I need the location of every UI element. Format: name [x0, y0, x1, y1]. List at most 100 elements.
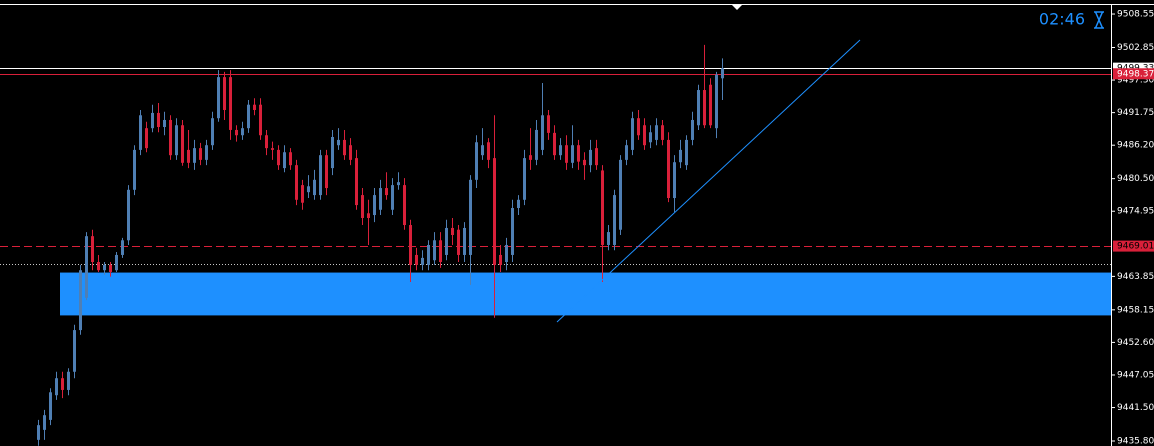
candle-body — [223, 77, 226, 110]
plot-area — [0, 39, 1111, 446]
candle-body — [457, 229, 460, 255]
candle-body — [265, 135, 268, 149]
candle-body — [355, 158, 358, 206]
candle-body — [43, 415, 46, 430]
candle-body — [103, 264, 106, 271]
candle-body — [559, 145, 562, 156]
hourglass-shape — [1094, 11, 1104, 29]
candle-body — [397, 182, 400, 186]
hourglass-icon — [1094, 11, 1104, 29]
candle-body — [241, 128, 244, 136]
candle-body — [517, 199, 520, 209]
candle-body — [475, 142, 478, 180]
candle-body — [715, 74, 718, 129]
candle-body — [583, 159, 586, 166]
candle-body — [619, 159, 622, 230]
candle-body — [181, 125, 184, 163]
candle-body — [289, 152, 292, 166]
candle-body — [127, 189, 130, 241]
candle-body — [343, 139, 346, 156]
candle-body — [661, 125, 664, 140]
candle-body — [673, 162, 676, 199]
candle-body — [325, 155, 328, 189]
candle-body — [415, 254, 418, 265]
candle-body — [667, 139, 670, 199]
candle-body — [505, 244, 508, 263]
candle-body — [625, 145, 628, 160]
candle-body — [205, 145, 208, 160]
candle-body — [511, 208, 514, 255]
candle-body — [361, 195, 364, 218]
candle-body — [97, 262, 100, 271]
support-zone — [60, 272, 1111, 316]
candle-body — [433, 240, 436, 261]
y-tick-label: 9480.50 — [1117, 174, 1154, 184]
candle-body — [523, 158, 526, 200]
candle-body — [451, 227, 454, 236]
candle-body — [67, 371, 70, 390]
level-label-box — [1113, 240, 1154, 252]
candle-body — [541, 115, 544, 150]
candle-body — [691, 119, 694, 140]
candle-body — [277, 149, 280, 166]
candle-body — [553, 132, 556, 156]
y-tick-label: 9497.30 — [1117, 76, 1154, 86]
candle-body — [535, 129, 538, 160]
candle-body — [79, 270, 82, 331]
candle-body — [259, 104, 262, 136]
candle-body — [391, 185, 394, 210]
candle-body — [349, 145, 352, 160]
candle-body — [283, 152, 286, 169]
candle-body — [427, 244, 430, 265]
y-tick-label: 9441.50 — [1117, 403, 1154, 413]
candle-body — [637, 118, 640, 136]
candle-body — [133, 149, 136, 190]
candle-body — [307, 186, 310, 193]
level-label-box — [1113, 62, 1154, 74]
y-tick-label: 9458.15 — [1117, 305, 1154, 315]
candle-body — [721, 68, 724, 79]
candle-body — [493, 158, 496, 265]
candle-body — [121, 240, 124, 255]
candle-body — [487, 142, 490, 160]
candle-body — [373, 195, 376, 216]
candle-body — [469, 179, 472, 255]
candle-body — [631, 118, 634, 150]
candle-body — [109, 264, 112, 272]
candle-body — [337, 139, 340, 146]
candle-body — [385, 188, 388, 196]
candle-body — [499, 254, 502, 265]
y-tick-label: 9447.05 — [1117, 370, 1154, 380]
candle-body — [145, 128, 148, 149]
candle-body — [421, 257, 424, 265]
candle-body — [247, 104, 250, 129]
candle-body — [649, 132, 652, 143]
candle-body — [271, 148, 274, 150]
candle-body — [217, 77, 220, 119]
candle-body — [163, 119, 166, 128]
candle-body — [685, 139, 688, 166]
price-axis: 9508.55 9502.85 9497.30 9491.75 9486.20 9480.… — [1111, 10, 1154, 446]
y-tick-label: 9452.60 — [1117, 338, 1154, 348]
y-tick-label: 9508.55 — [1117, 10, 1154, 20]
candle-body — [445, 227, 448, 255]
candle-body — [367, 213, 370, 218]
candle-body — [169, 119, 172, 156]
candle-body — [601, 170, 604, 245]
candle-body — [301, 185, 304, 203]
candle-body — [565, 145, 568, 163]
y-tick-label: 9502.85 — [1117, 43, 1154, 53]
candle-body — [253, 104, 256, 110]
candle-body — [157, 112, 160, 128]
candle-body — [409, 225, 412, 265]
candle-body — [235, 129, 238, 136]
candle-body — [91, 236, 94, 263]
candle-body — [571, 145, 574, 163]
candle-body — [463, 227, 466, 255]
candle-body — [697, 90, 700, 126]
y-tick-label: 9491.75 — [1117, 108, 1154, 118]
candle-body — [85, 236, 88, 298]
candle-body — [529, 155, 532, 160]
